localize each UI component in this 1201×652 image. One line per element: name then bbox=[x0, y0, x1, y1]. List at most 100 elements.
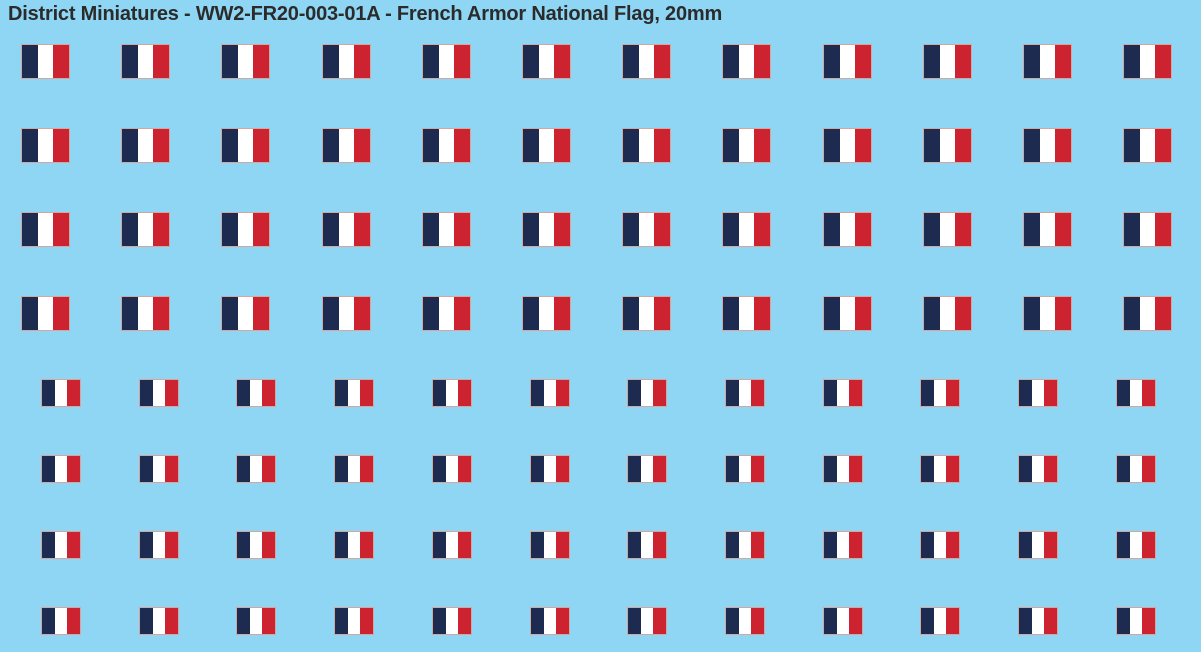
flag-stripe-red bbox=[849, 532, 863, 558]
french-flag-decal bbox=[334, 455, 374, 483]
flag-stripe-white bbox=[1139, 297, 1156, 330]
french-flag-decal bbox=[823, 379, 863, 407]
french-flag-decal bbox=[725, 531, 765, 559]
flag-stripe-red bbox=[1155, 129, 1172, 162]
flag-stripe-white bbox=[1139, 213, 1156, 246]
french-flag-decal bbox=[139, 531, 179, 559]
french-flag-decal bbox=[21, 44, 70, 79]
flag-stripe-blue bbox=[423, 129, 439, 162]
flag-stripe-white bbox=[54, 532, 68, 558]
flag-stripe-red bbox=[554, 213, 571, 246]
flag-stripe-white bbox=[54, 380, 68, 406]
flag-stripe-blue bbox=[1124, 297, 1140, 330]
flag-stripe-white bbox=[933, 456, 947, 482]
flag-stripe-red bbox=[165, 532, 179, 558]
flag-stripe-red bbox=[262, 532, 276, 558]
flag-stripe-blue bbox=[140, 608, 153, 634]
french-flag-decal bbox=[627, 379, 667, 407]
flag-stripe-blue bbox=[924, 297, 940, 330]
french-flag-decal bbox=[121, 296, 170, 331]
flag-stripe-red bbox=[1044, 532, 1058, 558]
flag-stripe-blue bbox=[122, 45, 138, 78]
flag-stripe-white bbox=[738, 129, 755, 162]
flag-stripe-white bbox=[347, 608, 361, 634]
flag-stripe-red bbox=[653, 380, 667, 406]
flag-stripe-white bbox=[538, 297, 555, 330]
flag-stripe-blue bbox=[323, 213, 339, 246]
flag-stripe-white bbox=[538, 129, 555, 162]
french-flag-decal bbox=[334, 379, 374, 407]
flag-stripe-blue bbox=[824, 380, 837, 406]
flag-stripe-blue bbox=[1024, 129, 1040, 162]
flag-stripe-blue bbox=[1019, 380, 1032, 406]
flag-stripe-white bbox=[839, 45, 856, 78]
flag-stripe-blue bbox=[924, 45, 940, 78]
flag-stripe-blue bbox=[323, 297, 339, 330]
flag-stripe-blue bbox=[222, 45, 238, 78]
flag-stripe-red bbox=[262, 456, 276, 482]
flag-stripe-white bbox=[1031, 380, 1045, 406]
flag-stripe-red bbox=[654, 129, 671, 162]
french-flag-decal bbox=[432, 531, 472, 559]
flag-stripe-red bbox=[153, 45, 170, 78]
flag-stripe-red bbox=[53, 129, 70, 162]
flag-stripe-blue bbox=[531, 380, 544, 406]
french-flag-decal bbox=[41, 379, 81, 407]
flag-stripe-white bbox=[438, 129, 455, 162]
flag-stripe-red bbox=[53, 297, 70, 330]
french-flag-decal bbox=[1123, 44, 1172, 79]
french-flag-decal bbox=[139, 455, 179, 483]
french-flag-decal bbox=[1018, 607, 1058, 635]
flag-stripe-blue bbox=[824, 532, 837, 558]
flag-stripe-white bbox=[839, 213, 856, 246]
french-flag-decal bbox=[1123, 296, 1172, 331]
french-flag-decal bbox=[432, 455, 472, 483]
flag-stripe-blue bbox=[723, 129, 739, 162]
flag-stripe-red bbox=[1155, 213, 1172, 246]
french-flag-decal bbox=[530, 455, 570, 483]
flag-stripe-blue bbox=[237, 380, 250, 406]
french-flag-decal bbox=[139, 379, 179, 407]
flag-stripe-white bbox=[37, 213, 54, 246]
flag-stripe-white bbox=[543, 608, 557, 634]
flag-stripe-white bbox=[37, 45, 54, 78]
flag-stripe-white bbox=[137, 297, 154, 330]
flag-stripe-blue bbox=[222, 213, 238, 246]
french-flag-decal bbox=[1023, 128, 1072, 163]
flag-stripe-blue bbox=[623, 45, 639, 78]
flag-stripe-white bbox=[638, 45, 655, 78]
flag-stripe-white bbox=[638, 297, 655, 330]
french-flag-decal bbox=[622, 128, 671, 163]
french-flag-decal bbox=[1123, 212, 1172, 247]
flag-stripe-white bbox=[438, 45, 455, 78]
flag-stripe-blue bbox=[42, 532, 55, 558]
flag-stripe-blue bbox=[122, 213, 138, 246]
flag-stripe-blue bbox=[237, 532, 250, 558]
flag-stripe-blue bbox=[140, 532, 153, 558]
flag-stripe-white bbox=[933, 532, 947, 558]
flag-stripe-white bbox=[839, 297, 856, 330]
flag-stripe-white bbox=[37, 297, 54, 330]
flag-stripe-red bbox=[53, 45, 70, 78]
flag-stripe-blue bbox=[1117, 456, 1130, 482]
flag-stripe-red bbox=[153, 297, 170, 330]
flag-stripe-red bbox=[654, 45, 671, 78]
flag-stripe-blue bbox=[924, 129, 940, 162]
flag-stripe-blue bbox=[237, 456, 250, 482]
flag-stripe-red bbox=[751, 608, 765, 634]
flag-stripe-blue bbox=[531, 608, 544, 634]
flag-stripe-blue bbox=[433, 380, 446, 406]
flag-stripe-red bbox=[1155, 297, 1172, 330]
flag-stripe-white bbox=[543, 380, 557, 406]
flag-stripe-red bbox=[454, 297, 471, 330]
flag-stripe-blue bbox=[1024, 297, 1040, 330]
flag-stripe-blue bbox=[824, 129, 840, 162]
french-flag-decal bbox=[236, 379, 276, 407]
french-flag-decal bbox=[920, 607, 960, 635]
french-flag-decal bbox=[823, 455, 863, 483]
flag-stripe-red bbox=[955, 213, 972, 246]
flag-stripe-red bbox=[653, 456, 667, 482]
flag-stripe-blue bbox=[335, 380, 348, 406]
flag-stripe-white bbox=[347, 380, 361, 406]
